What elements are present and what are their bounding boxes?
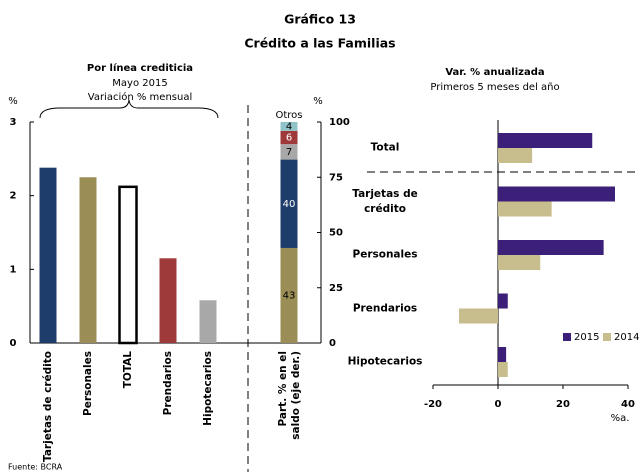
x-tick-label: Personales <box>82 351 94 416</box>
chart-note: Variación % mensual <box>88 91 193 103</box>
stack-segment <box>280 159 298 248</box>
x-axis-label: %a. <box>611 413 630 424</box>
bar <box>39 167 57 343</box>
data-label: 43 <box>283 290 296 301</box>
bar <box>159 258 177 343</box>
x-tick-label: Part. % en el <box>277 351 289 427</box>
y-tick-label: Prendarios <box>352 302 418 314</box>
stack-segment <box>280 247 298 343</box>
y2-tick-label: 50 <box>329 228 343 239</box>
figure-number: Gráfico 13 <box>284 12 356 27</box>
bar <box>498 347 507 362</box>
x-tick-label: 20 <box>556 399 570 410</box>
y-tick-label: Total <box>370 141 400 154</box>
chart-title: Var. % anualizada <box>445 67 544 78</box>
legend-swatch <box>563 333 571 341</box>
bar <box>498 148 533 163</box>
data-label: 4 <box>286 121 292 132</box>
chart-subtitle: Mayo 2015 <box>112 78 167 89</box>
bar <box>459 308 498 324</box>
x-tick-label: Tarjetas de crédito <box>42 351 54 462</box>
source: Fuente: BCRA <box>8 463 63 472</box>
y2-tick-label: 75 <box>329 172 343 183</box>
bar <box>199 300 217 343</box>
y-tick-label: 0 <box>10 338 17 349</box>
stack-segment <box>280 144 298 160</box>
bar <box>79 177 97 343</box>
y-tick-label: Tarjetas de crédito <box>352 187 418 215</box>
x-tick-label: 40 <box>621 399 635 410</box>
x-tick-label: saldo (eje der.) <box>290 351 302 440</box>
chart-title: Por línea crediticia <box>87 62 193 74</box>
bar <box>498 255 541 270</box>
x-tick-label: Hipotecarios <box>202 351 214 426</box>
x-tick-label: -20 <box>424 399 442 410</box>
x-tick-label: 0 <box>495 399 502 410</box>
bar <box>498 201 552 217</box>
bar <box>498 293 508 309</box>
y2-tick-label: 25 <box>329 283 343 294</box>
legend-swatch <box>603 333 611 341</box>
other-label: Otros <box>275 110 302 121</box>
brace <box>39 99 219 119</box>
bar <box>498 186 615 202</box>
y2-tick-label: 100 <box>329 117 350 128</box>
data-label: 6 <box>286 132 292 143</box>
y-tick-label: Personales <box>352 248 418 261</box>
y2-tick-label: 0 <box>329 338 336 349</box>
y-axis-label: % <box>8 96 18 107</box>
x-tick-label: Prendarios <box>162 351 174 415</box>
data-label: 40 <box>283 199 296 210</box>
y-tick-label: 3 <box>10 117 17 128</box>
figure-title: Crédito a las Familias <box>244 36 395 51</box>
legend-label: 2014 <box>614 332 639 343</box>
y2-axis-label: % <box>313 96 323 107</box>
stack-segment <box>280 122 298 131</box>
bar <box>498 240 604 255</box>
data-label: 7 <box>286 147 292 158</box>
bar <box>118 185 138 345</box>
y-tick-label: 2 <box>10 191 17 202</box>
y-tick-label: Hipotecarios <box>347 355 423 368</box>
y-tick-label: 1 <box>10 264 17 275</box>
bar <box>498 362 508 377</box>
bar <box>498 133 593 148</box>
stack-segment <box>280 130 298 145</box>
legend-label: 2015 <box>574 332 599 343</box>
chart-subtitle: Primeros 5 meses del año <box>430 82 559 93</box>
x-tick-label: TOTAL <box>122 351 134 389</box>
